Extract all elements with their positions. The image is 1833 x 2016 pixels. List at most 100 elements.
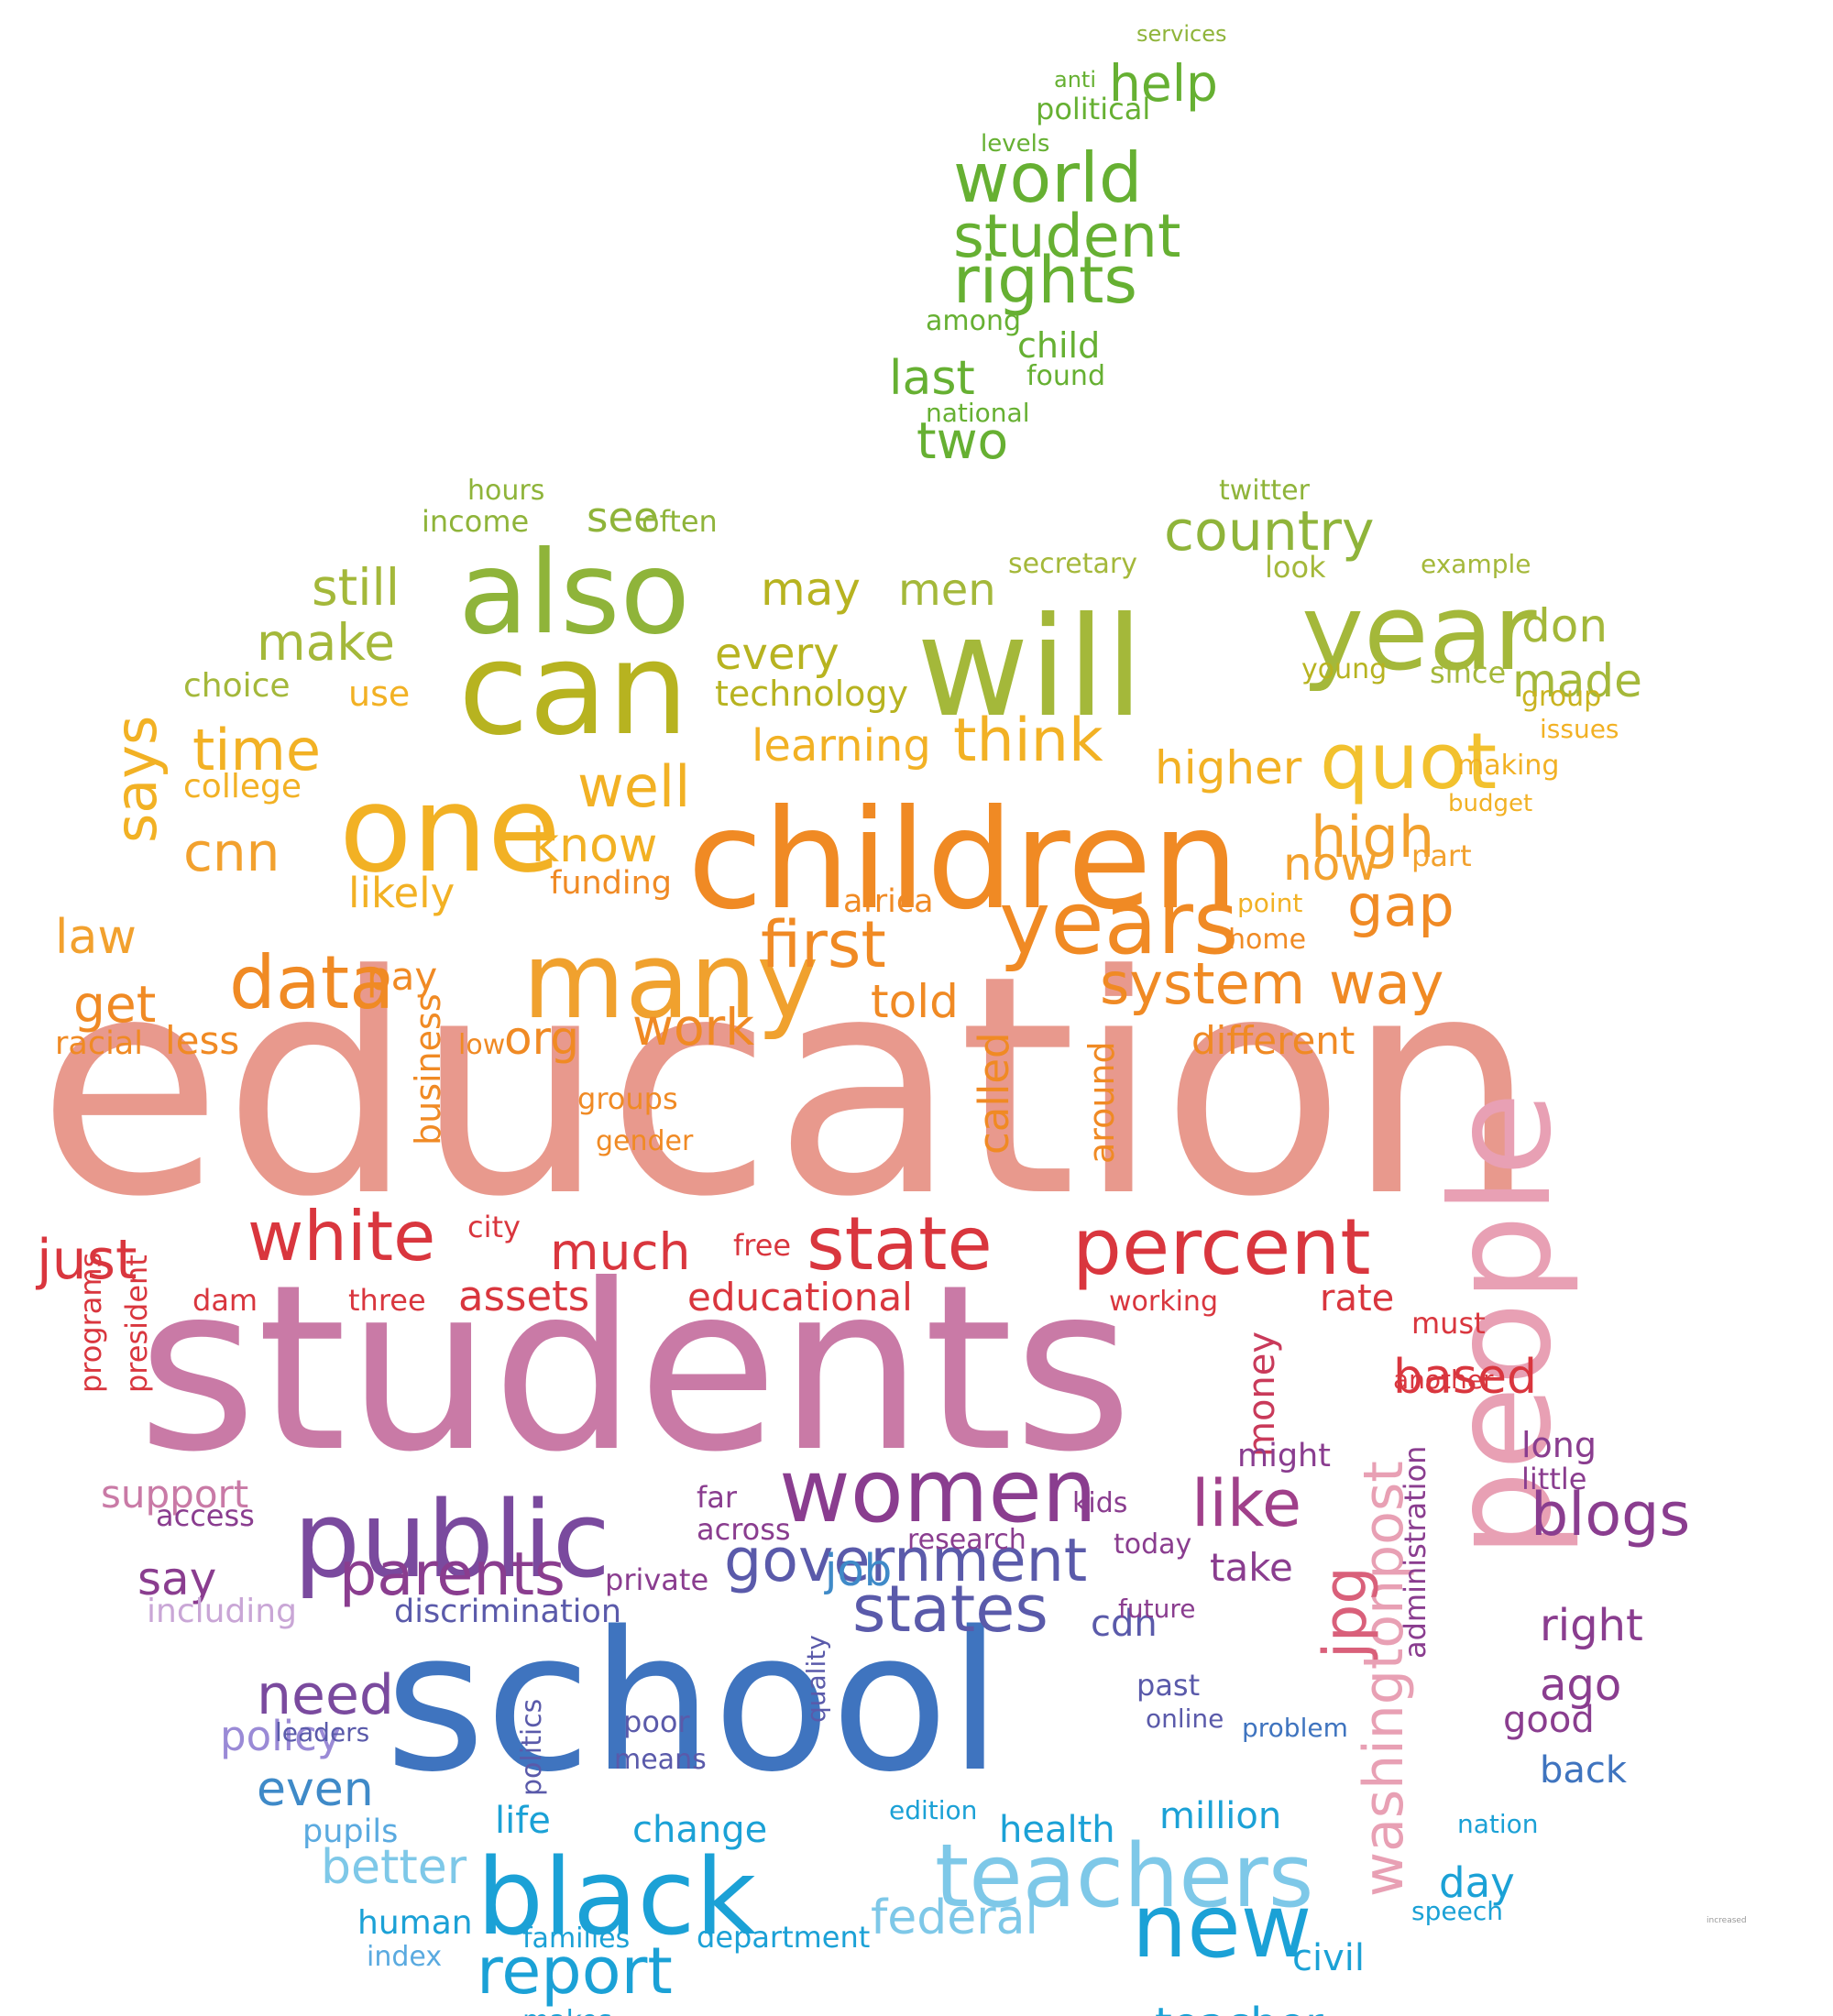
word-future: future bbox=[1118, 1594, 1195, 1624]
word-cnn: cnn bbox=[183, 821, 280, 883]
word-says: says bbox=[103, 716, 170, 843]
word-percent: percent bbox=[1072, 1202, 1371, 1293]
word-today: today bbox=[1114, 1528, 1191, 1561]
word-change: change bbox=[632, 1809, 767, 1851]
word-good: good bbox=[1503, 1699, 1595, 1741]
word-students: students bbox=[137, 1235, 1133, 1502]
word-blogs: blogs bbox=[1531, 1481, 1690, 1550]
word-see: see bbox=[587, 493, 659, 542]
word-one: one bbox=[339, 760, 561, 899]
word-even: even bbox=[257, 1762, 374, 1817]
word-secretary: secretary bbox=[1008, 548, 1137, 580]
word-far: far bbox=[697, 1480, 738, 1515]
word-working: working bbox=[1109, 1286, 1218, 1318]
word-low: low bbox=[458, 1029, 505, 1061]
word-across: across bbox=[697, 1512, 791, 1547]
word-work: work bbox=[632, 998, 754, 1057]
word-educational: educational bbox=[687, 1275, 913, 1320]
word-ago: ago bbox=[1540, 1660, 1621, 1711]
word-public: public bbox=[293, 1479, 610, 1602]
word-learning: learning bbox=[752, 720, 931, 772]
word-another: another bbox=[1393, 1364, 1494, 1395]
word-just: just bbox=[35, 1228, 137, 1292]
word-world: world bbox=[953, 137, 1143, 218]
word-anti: anti bbox=[1054, 67, 1096, 93]
word-will: will bbox=[916, 588, 1144, 748]
word-years: years bbox=[999, 873, 1238, 974]
word-first: first bbox=[761, 907, 886, 982]
word-support: support bbox=[101, 1472, 248, 1517]
word-child: child bbox=[1017, 325, 1100, 366]
word-know: know bbox=[532, 818, 657, 873]
word-programs: programs bbox=[73, 1253, 108, 1393]
word-rights: rights bbox=[953, 243, 1137, 318]
word-human: human bbox=[357, 1904, 473, 1942]
word-past: past bbox=[1136, 1668, 1200, 1703]
word-must: must bbox=[1411, 1306, 1486, 1341]
word-pupils: pupils bbox=[302, 1813, 398, 1850]
word-school: school bbox=[385, 1590, 1002, 1814]
word-research: research bbox=[907, 1524, 1026, 1556]
word-jpg: jpg bbox=[1312, 1566, 1380, 1660]
word-well: well bbox=[577, 753, 690, 820]
word-civil: civil bbox=[1292, 1937, 1365, 1979]
word-making: making bbox=[1457, 750, 1559, 782]
word-political: political bbox=[1036, 92, 1150, 126]
word-administration: administration bbox=[1398, 1446, 1432, 1659]
word-since: since bbox=[1430, 655, 1506, 690]
word-data: data bbox=[229, 940, 394, 1025]
word-among: among bbox=[926, 305, 1021, 337]
word-including: including bbox=[147, 1593, 297, 1630]
word-gap: gap bbox=[1347, 872, 1454, 939]
word-system: system bbox=[1100, 950, 1305, 1017]
word-cdn: cdn bbox=[1091, 1603, 1158, 1645]
word-two: two bbox=[916, 411, 1008, 470]
word-issues: issues bbox=[1540, 714, 1619, 744]
word-little: little bbox=[1521, 1462, 1586, 1496]
word-hours: hours bbox=[467, 475, 544, 507]
word-index: index bbox=[367, 1941, 442, 1973]
word-org: org bbox=[504, 1012, 579, 1065]
word-quot: quot bbox=[1320, 717, 1497, 807]
word-white: white bbox=[247, 1196, 435, 1276]
word-every: every bbox=[715, 629, 840, 680]
word-three: three bbox=[348, 1283, 426, 1318]
word-can: can bbox=[458, 615, 689, 764]
word-kids: kids bbox=[1072, 1487, 1127, 1519]
word-country: country bbox=[1164, 499, 1374, 564]
word-people: people bbox=[1422, 1092, 1582, 1558]
word-poor: poor bbox=[623, 1704, 690, 1739]
word-groups: groups bbox=[577, 1081, 678, 1116]
word-many: many bbox=[522, 920, 818, 1043]
word-city: city bbox=[467, 1210, 521, 1244]
word-men: men bbox=[898, 564, 996, 616]
word-free: free bbox=[733, 1228, 791, 1263]
word-around: around bbox=[1081, 1041, 1122, 1164]
word-department: department bbox=[697, 1920, 870, 1955]
word-speech: speech bbox=[1411, 1896, 1503, 1926]
word-parents: parents bbox=[339, 1540, 565, 1609]
word-high: high bbox=[1311, 804, 1434, 871]
word-don: don bbox=[1521, 599, 1608, 652]
word-teacher: teacher bbox=[1155, 1999, 1323, 2016]
word-education: education bbox=[37, 911, 1537, 1263]
word-choice: choice bbox=[183, 667, 291, 705]
word-problem: problem bbox=[1242, 1713, 1348, 1743]
word-say: say bbox=[137, 1552, 216, 1605]
word-told: told bbox=[871, 975, 959, 1028]
word-also: also bbox=[458, 527, 690, 660]
word-student: student bbox=[953, 203, 1180, 271]
word-long: long bbox=[1521, 1425, 1597, 1465]
word-policy: policy bbox=[220, 1712, 341, 1760]
word-time: time bbox=[192, 717, 321, 783]
word-private: private bbox=[605, 1562, 708, 1597]
word-funding: funding bbox=[550, 865, 672, 902]
word-states: states bbox=[852, 1572, 1048, 1647]
word-much: much bbox=[550, 1222, 691, 1281]
word-job: job bbox=[824, 1545, 892, 1596]
word-part: part bbox=[1411, 838, 1472, 873]
word-business: business bbox=[408, 993, 448, 1145]
word-online: online bbox=[1146, 1704, 1224, 1734]
word-federal: federal bbox=[871, 1890, 1038, 1945]
